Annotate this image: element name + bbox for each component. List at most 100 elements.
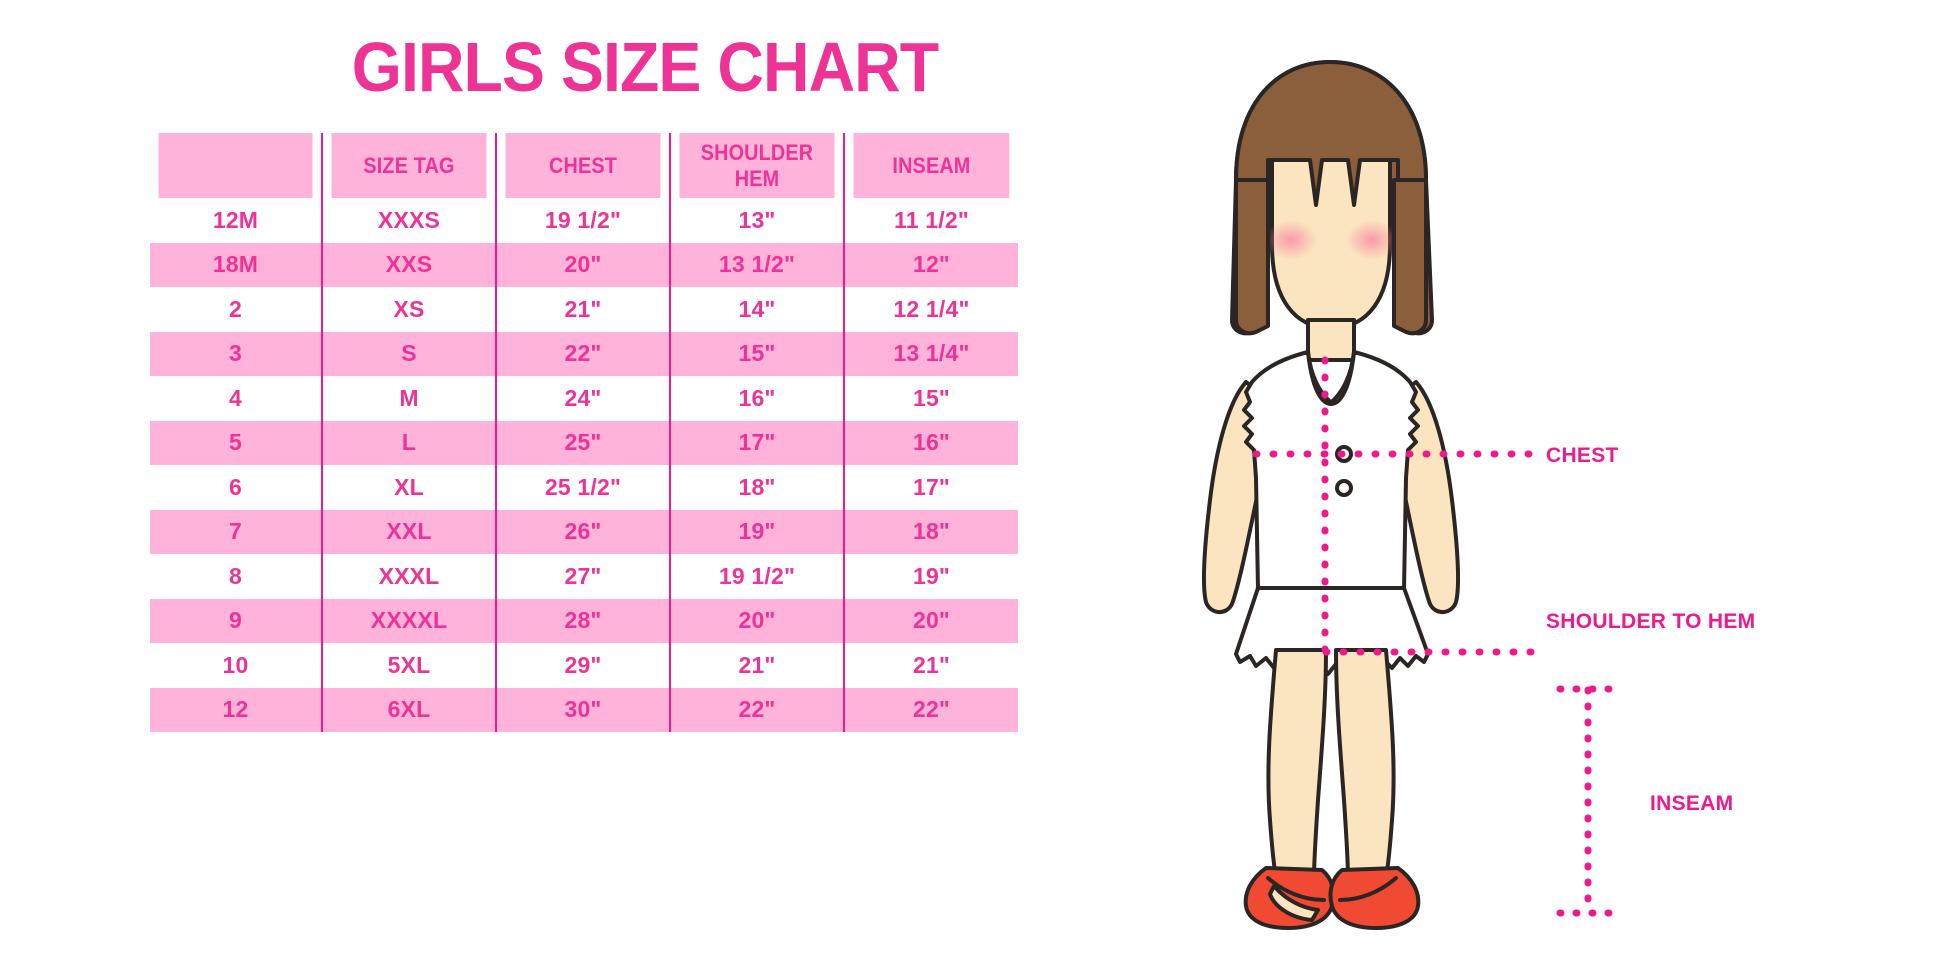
- shoe-left-opening-icon: [1268, 884, 1320, 922]
- cell-inseam: 21": [843, 643, 1018, 688]
- cell-inseam: 11 1/2": [843, 198, 1018, 243]
- cell-inseam: 13 1/4": [843, 331, 1018, 376]
- cell-size: 12M: [150, 198, 322, 243]
- shoe-left-strap-icon: [1266, 876, 1326, 902]
- size-table-header: SIZE TAG CHEST SHOULDER HEM INSEAM: [150, 133, 1018, 198]
- cell-size: 4: [150, 376, 322, 421]
- cell-inseam: 12 1/4": [843, 287, 1018, 332]
- cell-inseam: 12": [843, 242, 1018, 287]
- cell-shoulder-hem: 13 1/2": [669, 242, 844, 287]
- cell-size: 6: [150, 465, 322, 510]
- table-row: 10 5XL 29" 21" 21": [150, 643, 1018, 688]
- cell-size: 10: [150, 643, 322, 688]
- top-garment-icon: [1242, 350, 1420, 592]
- cell-size: 3: [150, 331, 322, 376]
- cell-size: 7: [150, 509, 322, 554]
- table-header-row: SIZE TAG CHEST SHOULDER HEM INSEAM: [150, 133, 1018, 198]
- cell-inseam: 15": [843, 376, 1018, 421]
- table-row: 8 XXXL 27" 19 1/2" 19": [150, 554, 1018, 599]
- hair-side-right-icon: [1392, 178, 1428, 336]
- table-row: 12 6XL 30" 22" 22": [150, 687, 1018, 732]
- skirt-icon: [1234, 586, 1430, 676]
- neck-icon: [1306, 318, 1356, 362]
- cell-inseam: 18": [843, 509, 1018, 554]
- size-table: SIZE TAG CHEST SHOULDER HEM INSEAM 12M XX…: [150, 133, 1018, 732]
- table-row: 4 M 24" 16" 15": [150, 376, 1018, 421]
- table-row: 7 XXL 26" 19" 18": [150, 509, 1018, 554]
- cell-chest: 26": [495, 509, 670, 554]
- cell-shoulder-hem: 17": [669, 420, 844, 465]
- cell-shoulder-hem: 19 1/2": [669, 554, 844, 599]
- table-row: 6 XL 25 1/2" 18" 17": [150, 465, 1018, 510]
- cell-size-tag: XXXL: [321, 554, 496, 599]
- cell-size: 2: [150, 287, 322, 332]
- cell-inseam: 22": [843, 687, 1018, 732]
- cell-chest: 20": [495, 242, 670, 287]
- table-row: 12M XXXS 19 1/2" 13" 11 1/2": [150, 198, 1018, 243]
- cell-chest: 29": [495, 643, 670, 688]
- cell-shoulder-hem: 21": [669, 643, 844, 688]
- cell-size-tag: 6XL: [321, 687, 496, 732]
- top-neckline-icon: [1306, 350, 1356, 407]
- hair-bangs-icon: [1234, 60, 1428, 232]
- cell-chest: 25": [495, 420, 670, 465]
- cell-inseam: 19": [843, 554, 1018, 599]
- table-row: 2 XS 21" 14" 12 1/4": [150, 287, 1018, 332]
- table-row: 3 S 22" 15" 13 1/4": [150, 331, 1018, 376]
- cell-size-tag: XS: [321, 287, 496, 332]
- shoe-right-icon: [1328, 866, 1421, 930]
- cell-size-tag: XL: [321, 465, 496, 510]
- column-header-size-tag: SIZE TAG: [329, 133, 488, 198]
- table-row: 9 XXXXL 28" 20" 20": [150, 598, 1018, 643]
- cell-shoulder-hem: 19": [669, 509, 844, 554]
- cell-size: 5: [150, 420, 322, 465]
- table-row: 5 L 25" 17" 16": [150, 420, 1018, 465]
- chest-measurement-label: CHEST: [1546, 444, 1619, 467]
- cell-size-tag: M: [321, 376, 496, 421]
- cell-size-tag: XXS: [321, 242, 496, 287]
- cell-size: 9: [150, 598, 322, 643]
- cell-shoulder-hem: 22": [669, 687, 844, 732]
- cell-chest: 27": [495, 554, 670, 599]
- cell-shoulder-hem: 16": [669, 376, 844, 421]
- blush-left-icon: [1265, 220, 1317, 260]
- cell-size-tag: XXL: [321, 509, 496, 554]
- column-header-size: [158, 133, 314, 198]
- leg-right-icon: [1334, 648, 1396, 880]
- cell-inseam: 20": [843, 598, 1018, 643]
- shoe-right-strap-icon: [1338, 876, 1398, 902]
- hair-side-left-icon: [1234, 178, 1270, 336]
- cell-shoulder-hem: 18": [669, 465, 844, 510]
- cell-chest: 25 1/2": [495, 465, 670, 510]
- cell-size-tag: L: [321, 420, 496, 465]
- cell-size-tag: XXXS: [321, 198, 496, 243]
- table-row: 18M XXS 20" 13 1/2" 12": [150, 242, 1018, 287]
- cell-size-tag: S: [321, 331, 496, 376]
- page-title: GIRLS SIZE CHART: [351, 28, 939, 106]
- shoulder-to-hem-measurement-label: SHOULDER TO HEM: [1546, 610, 1755, 633]
- inseam-measurement-label: INSEAM: [1650, 792, 1733, 815]
- cell-shoulder-hem: 20": [669, 598, 844, 643]
- column-header-chest: CHEST: [503, 133, 662, 198]
- cell-size: 12: [150, 687, 322, 732]
- cell-inseam: 17": [843, 465, 1018, 510]
- size-table-container: SIZE TAG CHEST SHOULDER HEM INSEAM 12M XX…: [150, 133, 1018, 732]
- cell-chest: 22": [495, 331, 670, 376]
- cell-inseam: 16": [843, 420, 1018, 465]
- cell-size: 18M: [150, 242, 322, 287]
- column-header-shoulder-hem: SHOULDER HEM: [677, 133, 836, 198]
- size-table-body: 12M XXXS 19 1/2" 13" 11 1/2" 18M XXS 20" 13 1/2"…: [150, 198, 1018, 732]
- cell-shoulder-hem: 13": [669, 198, 844, 243]
- cell-shoulder-hem: 14": [669, 287, 844, 332]
- cell-chest: 24": [495, 376, 670, 421]
- column-header-inseam: INSEAM: [851, 133, 1010, 198]
- cell-shoulder-hem: 15": [669, 331, 844, 376]
- cell-size-tag: 5XL: [321, 643, 496, 688]
- cell-chest: 28": [495, 598, 670, 643]
- cell-size-tag: XXXXL: [321, 598, 496, 643]
- girl-figure-illustration: CHEST SHOULDER TO HEM INSEAM: [1201, 60, 1755, 930]
- leg-left-icon: [1266, 648, 1328, 880]
- cell-chest: 19 1/2": [495, 198, 670, 243]
- cell-size: 8: [150, 554, 322, 599]
